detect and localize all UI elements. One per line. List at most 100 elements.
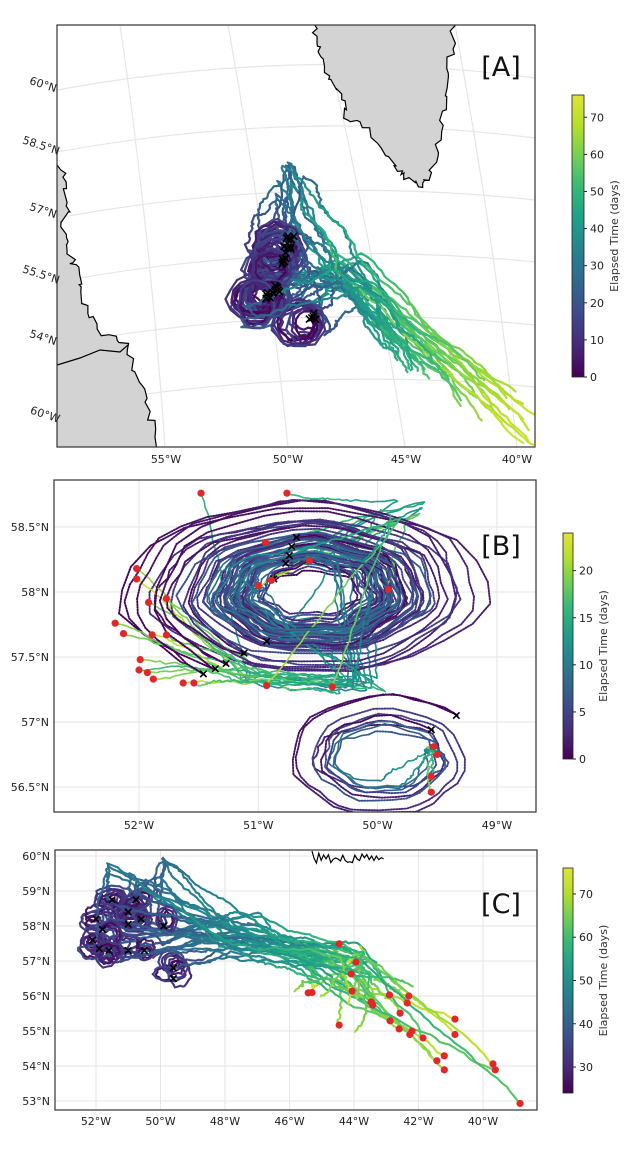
trajectory-segment bbox=[257, 220, 275, 231]
trajectory-segment bbox=[324, 697, 368, 713]
trajectory-segment bbox=[348, 652, 352, 666]
trajectory-segment bbox=[411, 509, 420, 517]
trajectory-segment bbox=[245, 306, 255, 316]
trajectory-segment bbox=[203, 888, 214, 896]
greenland-landmass bbox=[311, 25, 457, 189]
trajectory-segment bbox=[447, 348, 460, 359]
trajectory-segment bbox=[313, 241, 321, 246]
trajectory-segment bbox=[386, 304, 405, 317]
trajectory-segment bbox=[373, 315, 384, 323]
trajectory-segment bbox=[160, 913, 177, 918]
trajectory-segment bbox=[420, 1044, 431, 1057]
trajectory-segment bbox=[164, 965, 173, 969]
trajectory-segment bbox=[299, 967, 307, 976]
trajectory-segment bbox=[154, 971, 161, 979]
trajectory-segment bbox=[381, 320, 389, 330]
trajectory-segment bbox=[286, 182, 293, 193]
trajectory-segment bbox=[289, 623, 317, 627]
trajectory-segment bbox=[160, 941, 171, 947]
trajectory-segment bbox=[310, 959, 321, 964]
trajectory-segment bbox=[359, 517, 375, 523]
trajectory-segment bbox=[246, 931, 255, 939]
trajectory-segment bbox=[290, 309, 302, 333]
colorbar-tick-label: 50 bbox=[590, 185, 604, 198]
trajectory-segment bbox=[500, 1082, 517, 1099]
trajectory-segment bbox=[386, 997, 396, 1003]
panel-b: 58.5°N58°N57.5°N57°N56.5°N52°W 51°W 50°W 49… bbox=[11, 479, 610, 832]
end-marker bbox=[305, 557, 314, 565]
trajectory-segment bbox=[240, 316, 250, 329]
trajectory-segment bbox=[301, 537, 356, 552]
trajectory-segment bbox=[372, 707, 428, 719]
trajectory-segment bbox=[345, 733, 370, 740]
trajectory-segment bbox=[160, 891, 174, 895]
trajectory-segment bbox=[240, 923, 253, 927]
trajectory-segment bbox=[505, 422, 523, 437]
trajectory-segment bbox=[269, 669, 280, 674]
trajectory-segment bbox=[299, 203, 305, 212]
trajectory-segment bbox=[119, 955, 130, 963]
trajectory-segment bbox=[435, 1016, 446, 1025]
trajectory-segment bbox=[184, 671, 197, 675]
trajectory-segment bbox=[216, 679, 222, 683]
trajectory-segment bbox=[219, 943, 233, 949]
trajectory-segment bbox=[112, 953, 119, 965]
trajectory-segment bbox=[284, 938, 293, 946]
trajectory-segment bbox=[318, 680, 331, 685]
trajectory-segment bbox=[281, 560, 306, 570]
trajectory-segment bbox=[356, 261, 364, 275]
colorbar-tick-label: 0 bbox=[590, 371, 597, 384]
end-marker bbox=[427, 773, 435, 781]
trajectory-segment bbox=[218, 670, 232, 675]
trajectory-segment bbox=[298, 223, 305, 236]
trajectory-segment bbox=[308, 678, 322, 681]
trajectory-segment bbox=[334, 733, 352, 757]
trajectory-segment bbox=[149, 507, 278, 547]
trajectory-segment bbox=[192, 628, 247, 656]
trajectory-segment bbox=[165, 618, 229, 666]
trajectory-segment bbox=[257, 499, 327, 510]
trajectory-segment bbox=[281, 686, 290, 690]
trajectory-segment bbox=[299, 244, 309, 274]
trajectory-segment bbox=[255, 936, 273, 941]
trajectory-segment bbox=[299, 195, 303, 206]
trajectory-segment bbox=[296, 672, 305, 676]
trajectory-segment bbox=[213, 911, 223, 918]
trajectory-segment bbox=[378, 777, 386, 782]
trajectory-segment bbox=[78, 946, 86, 956]
trajectory-segment bbox=[433, 329, 451, 345]
trajectory-segment bbox=[383, 773, 388, 779]
trajectory-segment bbox=[377, 277, 384, 291]
trajectory-segment bbox=[315, 199, 321, 209]
trajectory-segment bbox=[322, 689, 333, 694]
trajectory-segment bbox=[375, 500, 388, 503]
trajectory-segment bbox=[189, 883, 197, 894]
trajectory-segment bbox=[236, 288, 243, 317]
trajectory-segment bbox=[405, 725, 440, 745]
trajectory-segment bbox=[307, 284, 317, 290]
trajectory-segment bbox=[318, 225, 327, 237]
trajectory-segment bbox=[172, 605, 182, 616]
trajectory-segment bbox=[269, 962, 281, 969]
trajectory-segment bbox=[180, 613, 190, 622]
trajectory-segment bbox=[262, 580, 272, 597]
trajectory-segment bbox=[295, 569, 322, 576]
trajectory-segment bbox=[278, 226, 286, 237]
trajectory-segment bbox=[312, 962, 327, 967]
trajectory-segment bbox=[177, 881, 185, 890]
trajectory-segment bbox=[375, 323, 380, 328]
trajectory-segment bbox=[456, 744, 466, 785]
trajectory-segment bbox=[236, 669, 248, 673]
trajectory-segment bbox=[311, 219, 321, 228]
trajectory-segment bbox=[362, 954, 374, 964]
trajectory-segment bbox=[272, 675, 283, 679]
trajectory-segment bbox=[263, 239, 285, 249]
trajectory-segment bbox=[382, 616, 427, 641]
longitude-label: 51°W bbox=[243, 819, 273, 832]
trajectory-segment bbox=[425, 363, 440, 373]
trajectory-segment bbox=[106, 957, 118, 962]
trajectory-segment bbox=[243, 566, 253, 588]
trajectory-segment bbox=[301, 939, 317, 944]
trajectory-segment bbox=[294, 707, 330, 747]
trajectory-segment bbox=[317, 255, 323, 267]
